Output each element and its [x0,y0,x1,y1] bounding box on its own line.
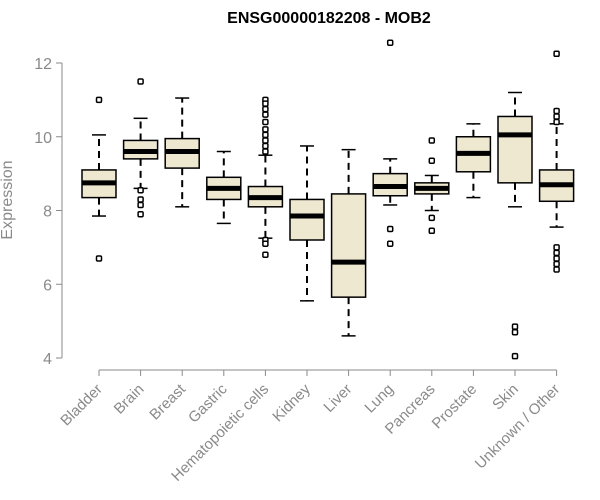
y-tick-label: 10 [34,130,52,147]
outlier-point [386,225,394,233]
outlier-point [511,328,519,336]
chart-title: ENSG00000182208 - MOB2 [227,10,431,27]
box-group [164,97,200,208]
outlier-point [95,255,103,262]
outlier-point [262,240,269,247]
iqr-box [289,198,325,241]
x-tick-label: Brain [111,381,148,418]
outlier-point [553,113,560,120]
outlier-point [428,227,436,235]
outlier-point [262,131,269,139]
outlier-point [553,50,560,58]
outlier-point [553,118,560,126]
x-tick-label: Breast [146,380,189,423]
box-group [122,78,159,218]
outlier-point [553,255,560,262]
outlier-point [262,126,269,133]
y-axis-label: Expression [0,160,16,239]
outlier-point [137,186,144,194]
outlier-point [386,240,394,247]
y-tick-label: 8 [43,204,52,221]
outlier-point [553,244,560,251]
outlier-point [511,323,519,330]
box-group [414,137,450,235]
box-group [330,148,367,337]
outlier-point [137,196,144,203]
box-group [455,123,492,199]
outlier-point [428,137,436,144]
box-group [497,91,533,360]
plot-area [81,39,575,360]
x-tick-label: Kidney [269,380,314,425]
outlier-point [262,111,269,118]
box-group [289,145,325,302]
box-group [247,96,284,258]
outlier-point [137,78,144,85]
outlier-point [137,210,144,218]
outlier-point [553,249,560,257]
iqr-box [497,115,533,184]
iqr-box [330,193,367,298]
outlier-point [553,107,560,115]
box-group [372,39,408,247]
outlier-point [262,137,269,144]
x-tick-label: Skin [489,381,522,414]
outlier-point [428,157,436,164]
y-axis: 4 6 8 10 12 [34,56,63,368]
box-group [206,150,242,225]
x-tick-label: Lung [361,381,397,417]
y-tick-label: 12 [34,56,52,73]
y-tick-label: 4 [43,351,52,368]
outlier-point [262,105,269,113]
outlier-point [386,39,394,46]
outlier-point [262,251,269,258]
box-group [538,50,575,273]
outlier-point [262,100,269,107]
outlier-point [262,118,269,126]
x-tick-label: Bladder [57,381,106,430]
box-group [81,96,117,262]
outlier-point [262,142,269,150]
outlier-point [95,96,103,104]
x-tick-label: Prostate [429,381,481,433]
outlier-point [137,201,144,209]
outlier-point [511,352,519,360]
y-tick-label: 6 [43,277,52,294]
outlier-point [553,266,560,273]
outlier-point [428,214,436,222]
outlier-point [262,148,269,155]
outlier-point [553,260,560,268]
x-tick-label: Liver [320,381,355,416]
